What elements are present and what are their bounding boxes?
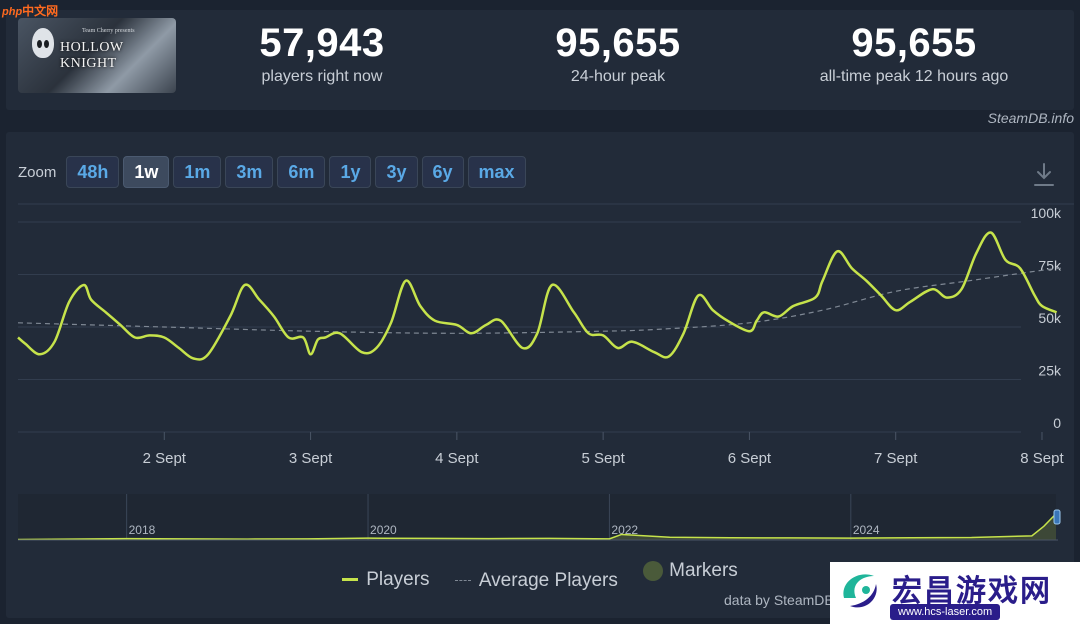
stat-value: 57,943 bbox=[259, 21, 385, 65]
navigator-year-label: 2024 bbox=[853, 523, 880, 537]
steamdb-credit[interactable]: SteamDB.info bbox=[987, 110, 1074, 126]
navigator-range-handle[interactable] bbox=[1053, 509, 1061, 525]
stat-24h-peak: 95,655 24-hour peak bbox=[488, 22, 748, 86]
zoom-6y-button[interactable]: 6y bbox=[421, 156, 464, 188]
watermark-logo-icon bbox=[843, 574, 877, 608]
y-tick-label: 75k bbox=[1038, 258, 1062, 274]
zoom-1w-button[interactable]: 1w bbox=[123, 156, 170, 188]
x-tick-label: 7 Sept bbox=[874, 450, 918, 467]
stat-current-players: 57,943 players right now bbox=[192, 22, 452, 86]
zoom-selector: Zoom 48h 1w 1m 3m 6m 1y 3y 6y max bbox=[18, 156, 526, 188]
y-tick-label: 0 bbox=[1053, 415, 1061, 431]
dash-swatch-icon bbox=[454, 580, 471, 581]
x-tick-label: 8 Sept bbox=[1020, 450, 1064, 467]
game-title: HOLLOW KNIGHT bbox=[60, 40, 124, 71]
legend-markers[interactable]: Markers bbox=[643, 560, 738, 582]
stat-label: players right now bbox=[261, 68, 383, 85]
stat-label: 24-hour peak bbox=[570, 68, 666, 85]
stat-all-time-peak: 95,655 all-time peak 12 hours ago bbox=[784, 22, 1044, 86]
site-watermark-top: php中文网 bbox=[2, 4, 59, 18]
site-watermark: 宏昌游戏网 www.hcs-laser.com bbox=[830, 562, 1080, 624]
x-tick-label: 3 Sept bbox=[289, 450, 333, 467]
y-tick-label: 50k bbox=[1038, 310, 1062, 326]
chart-panel: SteamDB.info 0 25k 50k 75k 100k 2 Sept 3 Sept 4… bbox=[6, 110, 1074, 618]
dot-swatch-icon bbox=[643, 561, 664, 581]
zoom-label: Zoom bbox=[18, 163, 57, 181]
zoom-48h-button[interactable]: 48h bbox=[66, 156, 120, 188]
stat-value: 95,655 bbox=[851, 21, 977, 65]
chart-legend: Players Average Players Markers bbox=[6, 560, 1074, 592]
x-tick-label: 6 Sept bbox=[728, 450, 772, 467]
navigator-year-label: 2018 bbox=[129, 523, 156, 537]
x-tick-label: 2 Sept bbox=[143, 450, 187, 467]
download-icon[interactable] bbox=[1032, 162, 1056, 188]
players-line bbox=[17, 231, 1058, 361]
knight-icon bbox=[32, 28, 54, 58]
y-tick-label: 100k bbox=[1031, 205, 1062, 221]
x-tick-label: 4 Sept bbox=[435, 450, 479, 467]
zoom-max-button[interactable]: max bbox=[467, 156, 526, 188]
player-count-chart: 0 25k 50k 75k 100k 2 Sept 3 Sept 4 Sept 5 Sept 6 … bbox=[17, 203, 1074, 541]
navigator-year-label: 2020 bbox=[370, 523, 397, 537]
zoom-6m-button[interactable]: 6m bbox=[277, 156, 326, 188]
navigator-year-label: 2022 bbox=[611, 523, 638, 537]
game-subtitle: Team Cherry presents bbox=[82, 28, 135, 34]
zoom-1y-button[interactable]: 1y bbox=[329, 156, 372, 188]
zoom-3m-button[interactable]: 3m bbox=[225, 156, 274, 188]
stat-label: all-time peak 12 hours ago bbox=[819, 68, 1009, 85]
zoom-3y-button[interactable]: 3y bbox=[375, 156, 418, 188]
zoom-1m-button[interactable]: 1m bbox=[173, 156, 222, 188]
stats-panel: Team Cherry presents HOLLOW KNIGHT 57,94… bbox=[6, 10, 1074, 110]
legend-average-players[interactable]: Average Players bbox=[454, 570, 618, 592]
game-capsule-image[interactable]: Team Cherry presents HOLLOW KNIGHT bbox=[18, 18, 176, 93]
data-source-credit[interactable]: data by SteamDB bbox=[724, 592, 834, 608]
legend-players[interactable]: Players bbox=[342, 569, 430, 591]
x-tick-label: 5 Sept bbox=[581, 450, 625, 467]
watermark-title: 宏昌游戏网 bbox=[892, 575, 1052, 608]
navigator-players-line bbox=[17, 513, 1057, 541]
watermark-url: www.hcs-laser.com bbox=[890, 604, 1001, 620]
y-tick-label: 25k bbox=[1038, 363, 1062, 379]
navigator-background bbox=[18, 494, 1056, 540]
line-swatch-icon bbox=[342, 578, 359, 581]
stat-value: 95,655 bbox=[555, 21, 681, 65]
